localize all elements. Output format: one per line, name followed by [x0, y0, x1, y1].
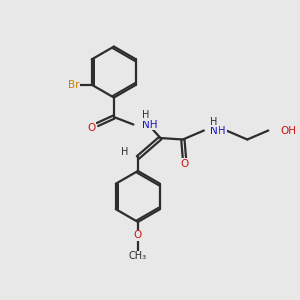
Text: Br: Br: [68, 80, 80, 90]
Text: OH: OH: [280, 125, 296, 136]
Text: H: H: [210, 116, 218, 126]
Text: NH: NH: [210, 125, 226, 136]
Text: NH: NH: [142, 119, 157, 130]
Text: H: H: [142, 110, 149, 120]
Text: CH₃: CH₃: [129, 251, 147, 261]
Text: H: H: [210, 116, 218, 127]
Text: O: O: [134, 230, 142, 240]
Text: N: N: [210, 125, 218, 136]
Text: O: O: [87, 122, 96, 133]
Text: O: O: [180, 159, 188, 169]
Text: H: H: [121, 147, 128, 157]
